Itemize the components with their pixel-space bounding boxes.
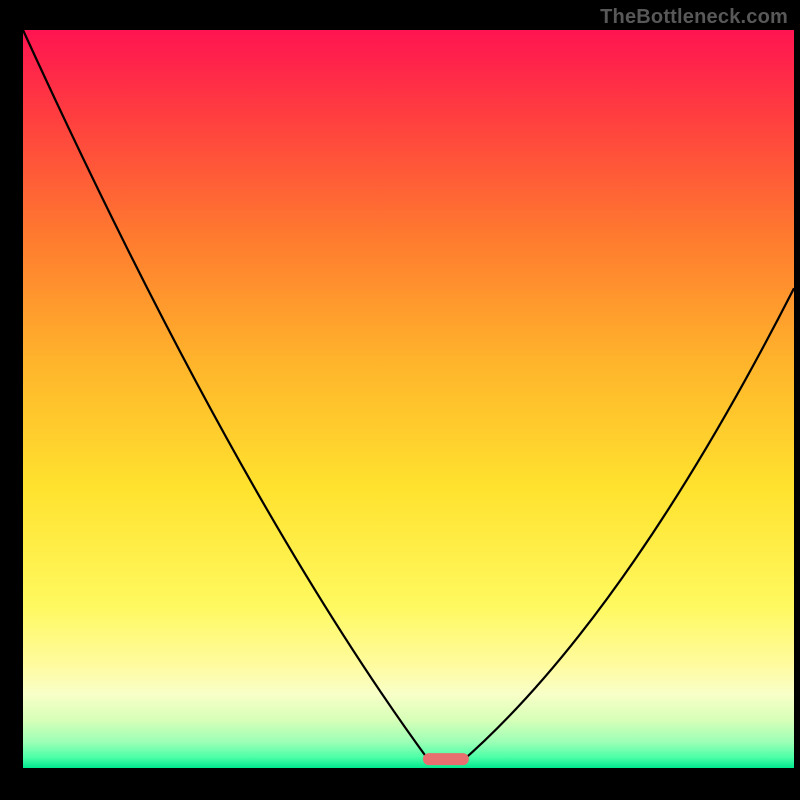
bottleneck-curve-layer (0, 0, 800, 800)
curve-left-branch (23, 30, 432, 764)
watermark-text: TheBottleneck.com (600, 6, 788, 29)
curve-right-branch (459, 288, 794, 764)
bottleneck-chart: TheBottleneck.com (0, 0, 800, 800)
optimal-point-marker (422, 753, 468, 765)
